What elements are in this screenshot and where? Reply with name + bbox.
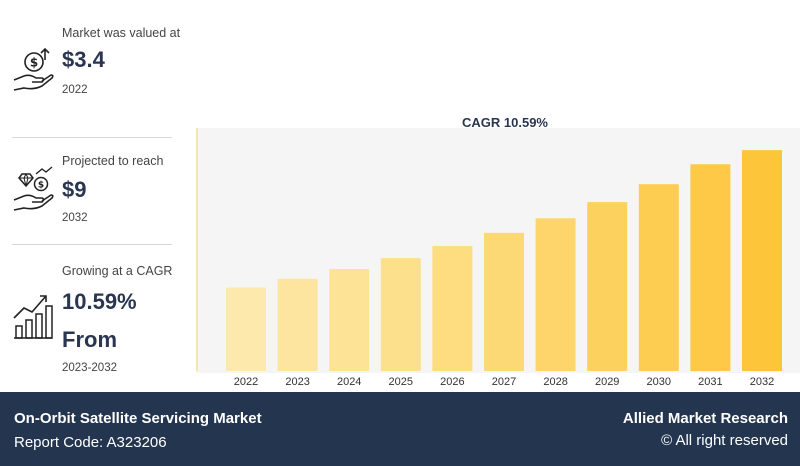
stat-value-from: From (62, 327, 117, 352)
stat-text: Projected to reach $9 2032 (62, 152, 184, 224)
bar-2030 (638, 184, 679, 371)
bar-2027 (484, 232, 524, 371)
footer-bar: On-Orbit Satellite Servicing Market Repo… (0, 392, 800, 466)
divider (12, 244, 172, 245)
bar-2028 (535, 218, 576, 371)
footer-report-code: Report Code: A323206 (14, 434, 167, 451)
x-tick-label-2023: 2023 (285, 376, 309, 388)
svg-text:$: $ (38, 181, 44, 191)
stat-value: 10.59% (62, 289, 137, 314)
divider (12, 137, 172, 138)
stat-year: 2032 (62, 212, 88, 224)
stat-text: Growing at a CAGR 10.59% From 2023-2032 (62, 262, 190, 374)
money-hand-icon: $ (10, 46, 56, 101)
bar-2029 (587, 202, 628, 371)
chart-y-axis-line (196, 128, 198, 371)
x-tick-label-2030: 2030 (647, 376, 671, 388)
stat-label: Projected to reach (62, 154, 164, 168)
bar-2032 (742, 150, 782, 371)
footer-brand: Allied Market Research (622, 410, 788, 427)
footer-rights: © All right reserved (661, 432, 788, 449)
stat-year: 2023-2032 (62, 362, 117, 374)
stat-cagr: Growing at a CAGR 10.59% From 2023-2032 (10, 262, 172, 382)
bars-group (226, 150, 782, 371)
stat-text: Market was valued at $3.4 2022 (62, 24, 184, 96)
x-tick-label-2022: 2022 (234, 376, 258, 388)
x-tick-label-2025: 2025 (389, 376, 413, 388)
stat-projected-value: $ Projected to reach $9 2032 (10, 152, 172, 232)
x-tick-label-2029: 2029 (595, 376, 619, 388)
x-tick-label-2026: 2026 (440, 376, 464, 388)
diamond-coin-hand-icon: $ (10, 166, 56, 221)
footer-market-title: On-Orbit Satellite Servicing Market (14, 410, 262, 427)
x-tick-label-2028: 2028 (543, 376, 567, 388)
x-tick-label-2027: 2027 (492, 376, 516, 388)
stat-value: $3.4 (62, 47, 105, 72)
bar-2022 (226, 287, 266, 371)
x-tick-labels: 2022 2023 2024 2025 2026 2027 2028 2029 2030 2031… (234, 376, 774, 388)
x-tick-label-2024: 2024 (337, 376, 361, 388)
stat-market-value: $ Market was valued at $3.4 2022 (10, 24, 180, 124)
bar-chart: CAGR 10.59% 2022 2023 2024 2025 2026 2027 2028… (226, 115, 782, 388)
x-tick-label-2032: 2032 (750, 376, 774, 388)
bar-2025 (380, 258, 421, 371)
bar-2023 (277, 278, 318, 371)
stat-value: $9 (62, 177, 87, 202)
bar-2031 (690, 164, 731, 371)
chart-title: CAGR 10.59% (462, 115, 548, 130)
stat-year: 2022 (62, 84, 88, 96)
svg-text:$: $ (30, 56, 38, 70)
growth-chart-icon (10, 292, 56, 349)
stat-label: Market was valued at (62, 26, 181, 40)
stat-label: Growing at a CAGR (62, 264, 173, 278)
bar-2026 (432, 246, 473, 371)
bar-2024 (329, 268, 370, 371)
x-tick-label-2031: 2031 (698, 376, 722, 388)
